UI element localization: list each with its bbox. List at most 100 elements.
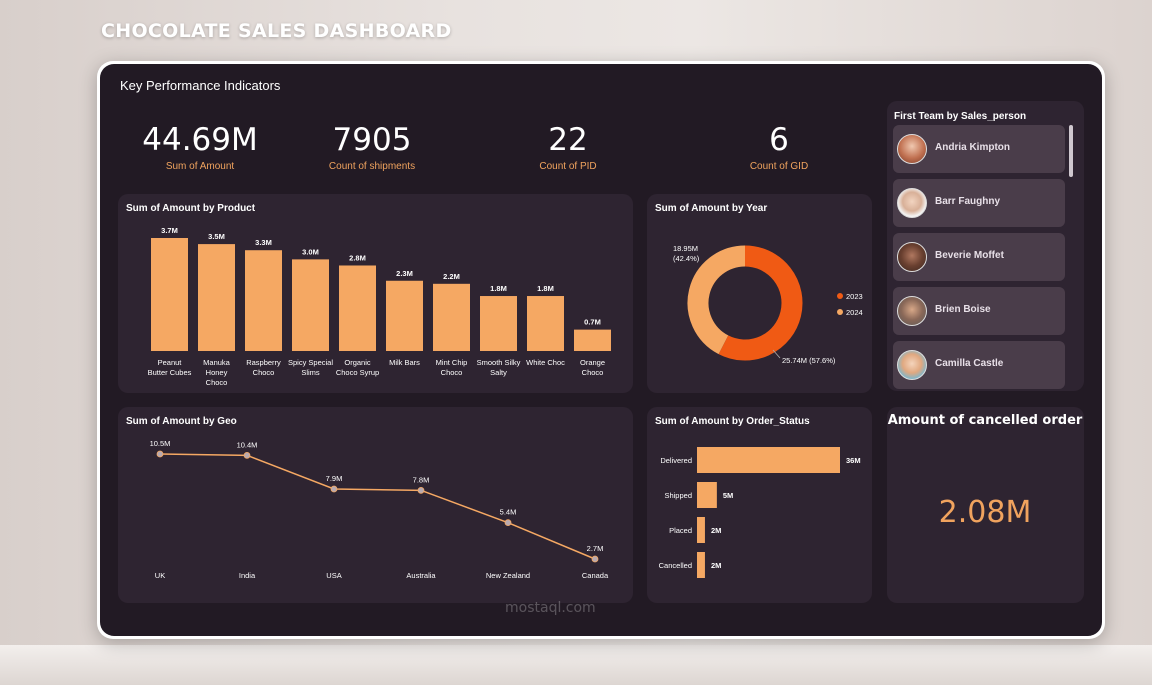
x-tick-label-line: White Choc — [526, 358, 565, 367]
kpi-label: Sum of Amount — [165, 161, 235, 172]
geo-line-series — [159, 453, 596, 560]
x-tick-label-line: Choco Syrup — [336, 368, 379, 377]
x-tick-label-line: Spicy Special — [288, 358, 333, 367]
product-bar — [245, 250, 282, 351]
team-card[interactable]: Brien Boise — [893, 287, 1065, 335]
x-tick-label: Organic Choco Syrup — [336, 358, 379, 377]
status-bar — [697, 482, 717, 508]
x-tick-label: Milk Bars — [389, 358, 420, 367]
team-card[interactable]: Andria Kimpton — [893, 125, 1065, 173]
year-donut-chart: 25.74M (57.6%) 18.95M(42.4%) 2023 2024 — [673, 244, 863, 365]
team-member-name: Camilla Castle — [935, 358, 1004, 369]
y-tick-label: Delivered — [660, 456, 692, 465]
data-label: 3.5M — [208, 232, 225, 241]
cancelled-panel: Amount of cancelled order 2.08M — [887, 407, 1084, 603]
year-chart-panel: Sum of Amount by Year 25.74M (57.6%) 18.9… — [647, 194, 872, 393]
legend-marker — [837, 309, 843, 315]
x-tick-label: Manuka Honey Choco — [203, 358, 231, 387]
data-label: 3.7M — [161, 226, 178, 235]
x-tick-label-line: Salty — [490, 368, 507, 377]
cancelled-value: 2.08M — [938, 495, 1032, 530]
geo-chart-panel: Sum of Amount by Geo 10.5M UK 10.4M India 7.… — [118, 407, 633, 603]
data-label: 2.2M — [443, 272, 460, 281]
x-tick-label-line: Choco — [253, 368, 275, 377]
team-card[interactable]: Camilla Castle — [893, 341, 1065, 389]
x-tick-label-line: Butter Cubes — [148, 368, 192, 377]
x-tick-label: UK — [155, 571, 165, 580]
team-title: First Team by Sales_person — [894, 111, 1027, 122]
data-label: 5.4M — [500, 508, 517, 517]
team-member-name: Brien Boise — [935, 304, 991, 315]
x-tick-label: Spicy Special Slims — [288, 358, 333, 377]
data-label: 5M — [723, 491, 733, 500]
x-tick-label-line: Slims — [301, 368, 320, 377]
geo-point — [243, 451, 251, 459]
cancelled-title: Amount of cancelled order — [887, 413, 1083, 428]
data-label: 2.3M — [396, 269, 413, 278]
x-tick-label: Smooth Silky Salty — [477, 358, 521, 377]
kpi-value: 6 — [769, 122, 789, 158]
team-member-name: Barr Faughny — [935, 196, 1001, 207]
x-tick-label-line: Raspberry — [246, 358, 281, 367]
x-tick-label: USA — [326, 571, 341, 580]
team-panel: First Team by Sales_person Andria Kimpto… — [887, 101, 1084, 391]
product-bar — [339, 265, 376, 351]
data-label: 1.8M — [537, 284, 554, 293]
data-label: 3.3M — [255, 238, 272, 247]
team-card[interactable]: Barr Faughny — [893, 179, 1065, 227]
background-shelf — [0, 645, 1152, 685]
data-label: 10.5M — [150, 439, 171, 448]
x-tick-label: Peanut Butter Cubes — [148, 358, 192, 377]
donut-slice-2023 — [718, 245, 803, 361]
data-label: 2.7M — [587, 544, 604, 553]
geo-line-chart: 10.5M UK 10.4M India 7.9M USA 7.8M Australia 5.4… — [150, 439, 609, 580]
product-bar-chart: 3.7M Peanut Butter Cubes 3.5M Manuka Honey Cho… — [148, 226, 611, 387]
slice-label-2024-pct: (42.4%) — [673, 254, 700, 263]
status-bar-chart: Delivered 36M Shipped 5M Placed 2M Cancelled 2M — [659, 447, 861, 578]
x-tick-label: Mint Chip Choco — [436, 358, 468, 377]
avatar — [897, 188, 927, 218]
x-tick-label-line: Choco — [582, 368, 604, 377]
kpi-value: 7905 — [332, 122, 412, 158]
x-tick-label: White Choc — [526, 358, 565, 367]
x-tick-label: India — [239, 571, 256, 580]
avatar — [897, 350, 927, 380]
kpi-count-shipments: 7905 Count of shipments — [272, 121, 472, 172]
geo-point — [417, 486, 425, 494]
kpi-count-gid: 6 Count of GID — [679, 121, 879, 172]
kpi-label: Count of shipments — [328, 161, 416, 172]
product-bar — [386, 280, 423, 351]
geo-point — [156, 450, 164, 458]
chart-title: Sum of Amount by Product — [126, 203, 256, 214]
product-bar — [292, 259, 329, 351]
product-bar — [480, 296, 517, 351]
status-bar — [697, 517, 705, 543]
x-tick-label-line: Choco — [206, 378, 228, 387]
legend-label: 2023 — [846, 292, 863, 301]
kpi-count-pid: 22 Count of PID — [468, 121, 668, 172]
x-tick-label-line: Manuka — [203, 358, 231, 367]
status-bar — [697, 552, 705, 578]
chart-title: Sum of Amount by Year — [655, 203, 768, 214]
x-tick-label: Canada — [582, 571, 609, 580]
product-chart-panel: Sum of Amount by Product 3.7M Peanut Butte… — [118, 194, 633, 393]
y-tick-label: Cancelled — [659, 561, 692, 570]
data-label: 7.9M — [326, 474, 343, 483]
chart-title: Sum of Amount by Geo — [126, 416, 237, 427]
geo-point — [330, 485, 338, 493]
product-bar — [527, 296, 564, 351]
dashboard-screen: Key Performance Indicators 44.69M Sum of… — [100, 64, 1102, 636]
geo-point — [504, 519, 512, 527]
y-tick-label: Placed — [669, 526, 692, 535]
data-label: 36M — [846, 456, 861, 465]
avatar — [897, 134, 927, 164]
team-card[interactable]: Beverie Moffet — [893, 233, 1065, 281]
team-member-name: Andria Kimpton — [935, 142, 1010, 153]
legend-marker — [837, 293, 843, 299]
kpi-sum-amount: 44.69M Sum of Amount — [100, 121, 300, 172]
team-scrollbar[interactable] — [1069, 125, 1073, 177]
x-tick-label: Orange Choco — [580, 358, 605, 377]
status-chart-panel: Sum of Amount by Order_Status Delivered 3… — [647, 407, 872, 603]
kpi-value: 22 — [548, 122, 588, 158]
kpi-header: Key Performance Indicators — [120, 78, 281, 93]
